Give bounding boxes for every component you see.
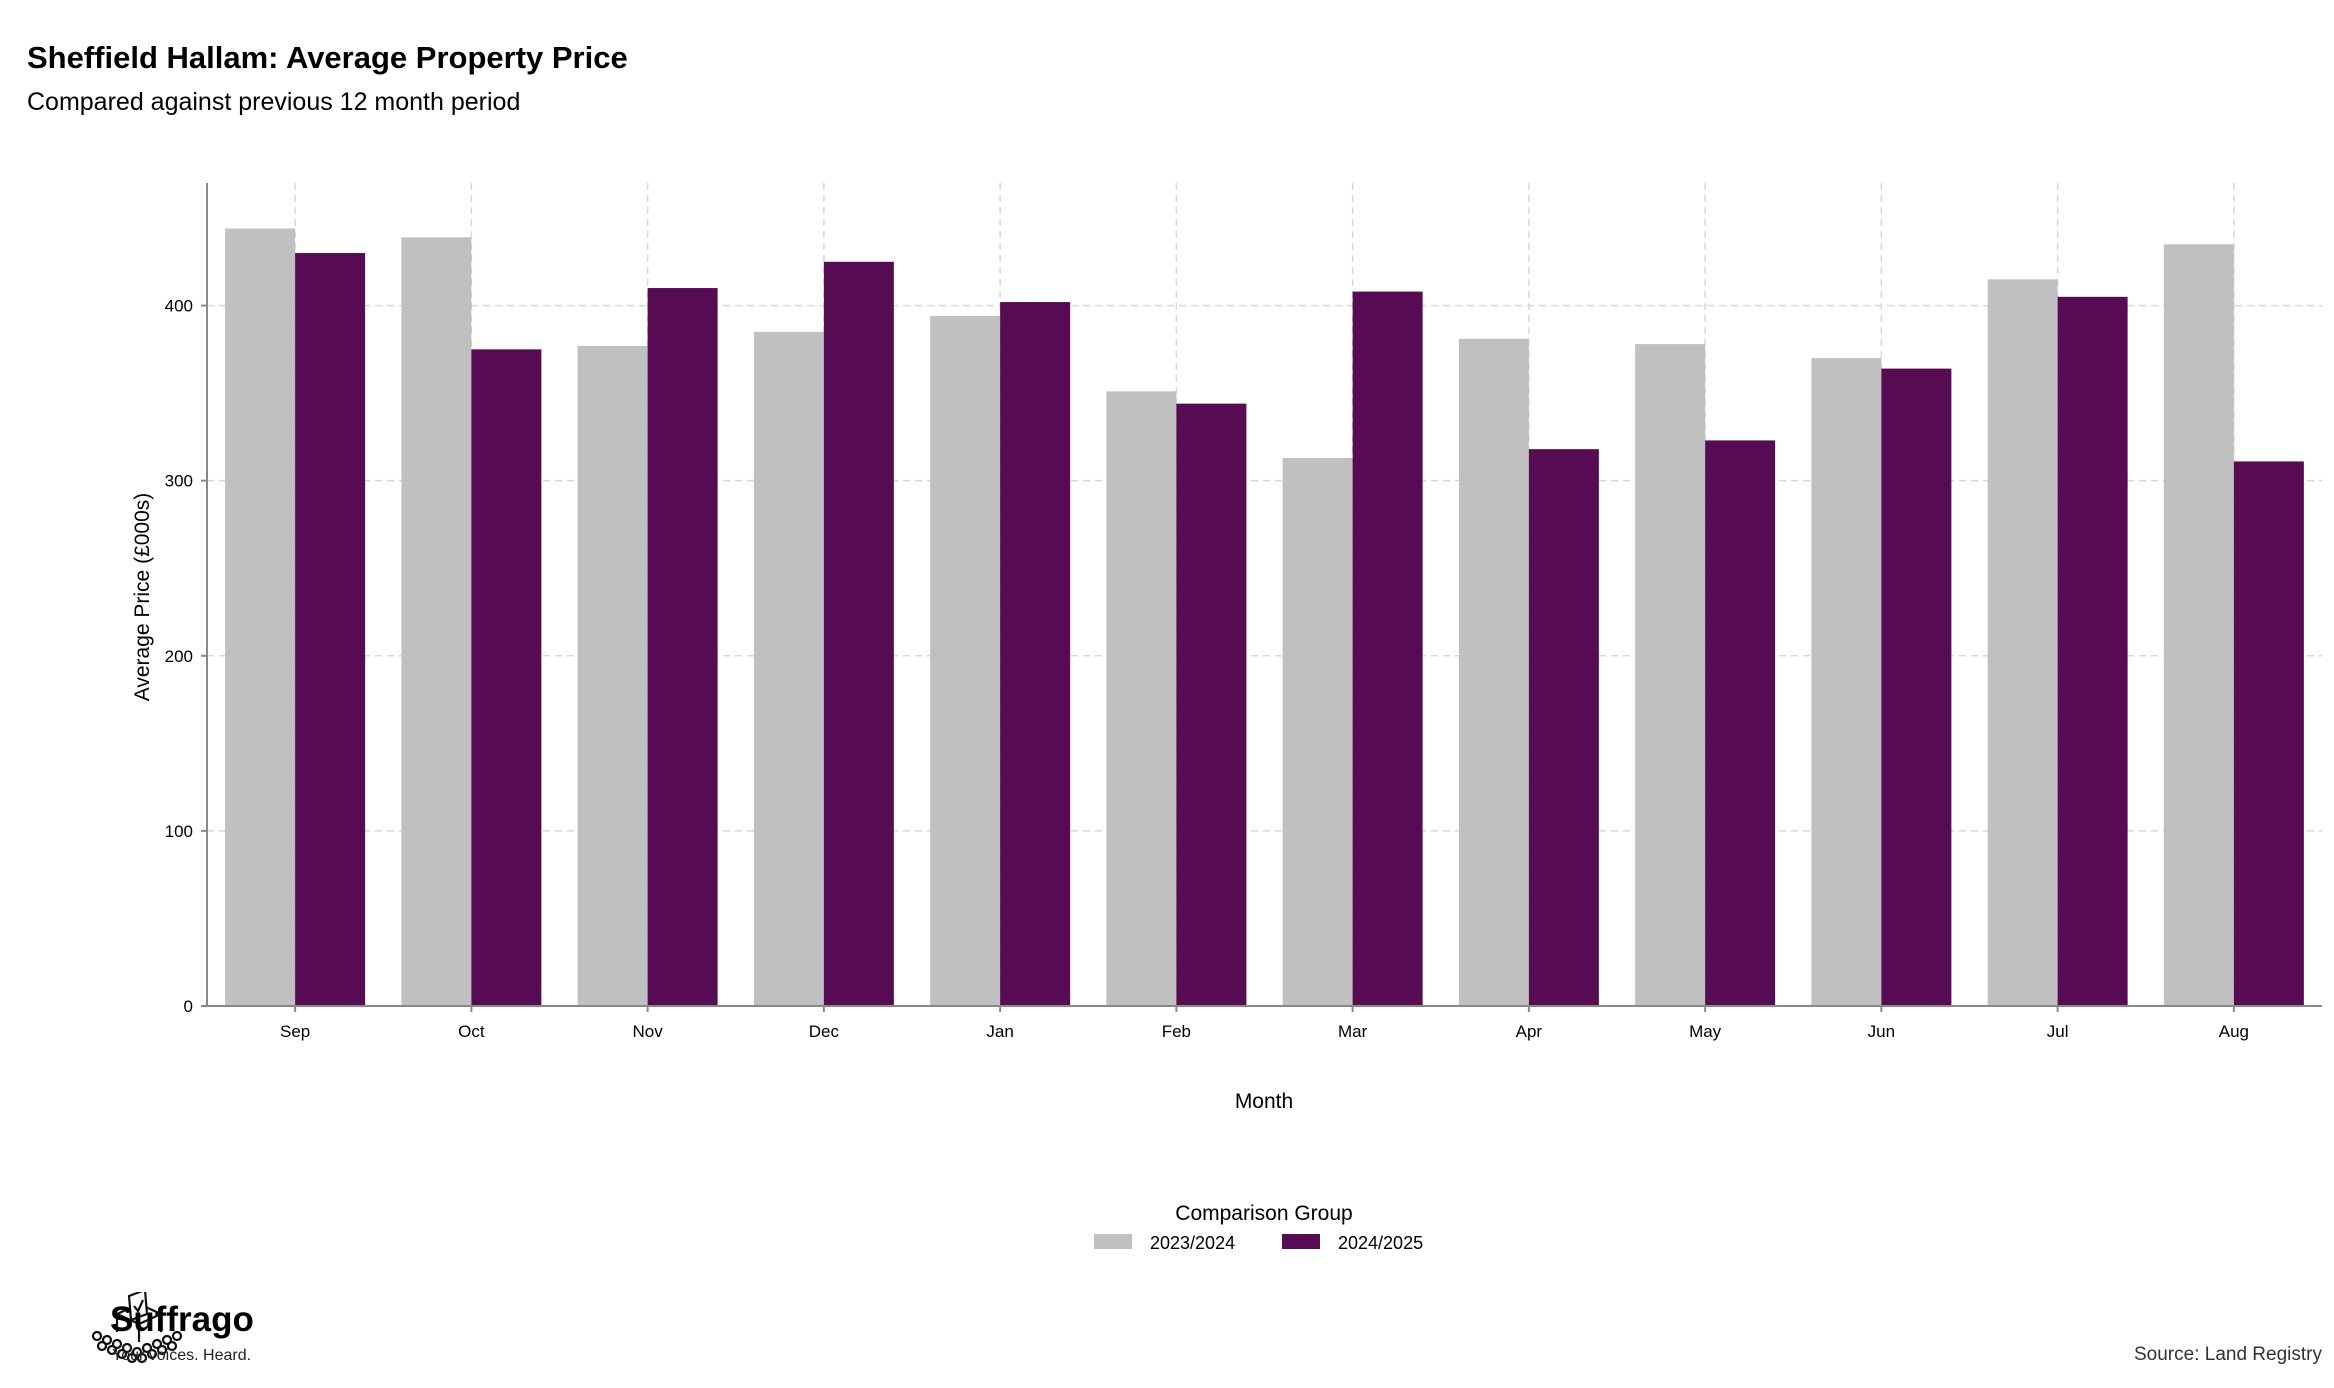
brand-name: Suffrago bbox=[110, 1300, 254, 1339]
x-tick-label: Feb bbox=[1162, 1022, 1191, 1041]
bar-aug-2024-2025 bbox=[2233, 461, 2304, 1006]
bar-feb-2024-2025 bbox=[1176, 403, 1247, 1006]
bar-jan-2023-2024 bbox=[930, 316, 1001, 1007]
bar-nov-2024-2025 bbox=[647, 288, 718, 1006]
x-tick-label: Apr bbox=[1516, 1022, 1543, 1041]
x-tick-label: Oct bbox=[458, 1022, 485, 1041]
bar-oct-2024-2025 bbox=[471, 349, 542, 1006]
x-tick-label: May bbox=[1689, 1022, 1722, 1041]
x-tick-label: Jan bbox=[986, 1022, 1013, 1041]
x-tick-label: Jun bbox=[1868, 1022, 1895, 1041]
bar-nov-2023-2024 bbox=[577, 345, 648, 1006]
y-tick-label: 200 bbox=[165, 647, 193, 666]
x-tick-label: Sep bbox=[280, 1022, 310, 1041]
legend-title: Comparison Group bbox=[1175, 1202, 1352, 1225]
chart-subtitle: Compared against previous 12 month perio… bbox=[27, 88, 521, 116]
bar-apr-2024-2025 bbox=[1528, 449, 1599, 1006]
legend-label: 2023/2024 bbox=[1150, 1233, 1235, 1253]
bar-sep-2024-2025 bbox=[295, 253, 366, 1007]
bar-jul-2024-2025 bbox=[2057, 296, 2128, 1006]
x-tick-label: Nov bbox=[633, 1022, 664, 1041]
bar-mar-2024-2025 bbox=[1352, 291, 1423, 1007]
chart-title: Sheffield Hallam: Average Property Price bbox=[27, 40, 628, 75]
bar-apr-2023-2024 bbox=[1458, 338, 1529, 1006]
source-note: Source: Land Registry bbox=[2134, 1344, 2322, 1365]
y-tick-label: 400 bbox=[165, 297, 193, 316]
ballot-box-icon bbox=[91, 1292, 183, 1364]
bar-sep-2023-2024 bbox=[225, 228, 296, 1007]
bar-dec-2023-2024 bbox=[753, 331, 824, 1006]
y-tick-label: 100 bbox=[165, 822, 193, 841]
x-tick-label: Aug bbox=[2219, 1022, 2249, 1041]
legend-swatch bbox=[1282, 1234, 1320, 1249]
bar-jan-2024-2025 bbox=[1000, 302, 1071, 1006]
y-tick-label: 300 bbox=[165, 472, 193, 491]
x-tick-label: Dec bbox=[809, 1022, 840, 1041]
y-tick-label: 0 bbox=[184, 997, 193, 1016]
legend-label: 2024/2025 bbox=[1338, 1233, 1423, 1253]
y-axis-label: Average Price (£000s) bbox=[131, 493, 154, 702]
brand-tagline: Your voices. Heard. bbox=[112, 1347, 252, 1364]
bar-dec-2024-2025 bbox=[823, 261, 894, 1007]
bar-aug-2023-2024 bbox=[2163, 244, 2234, 1006]
bar-jul-2023-2024 bbox=[1987, 279, 2058, 1007]
bar-jun-2023-2024 bbox=[1811, 358, 1882, 1006]
legend-swatch bbox=[1094, 1234, 1132, 1249]
x-axis-label: Month bbox=[1235, 1090, 1293, 1113]
bar-oct-2023-2024 bbox=[401, 237, 472, 1007]
bar-may-2024-2025 bbox=[1705, 440, 1776, 1006]
bar-jun-2024-2025 bbox=[1881, 368, 1952, 1006]
bar-feb-2023-2024 bbox=[1106, 391, 1177, 1006]
x-tick-label: Jul bbox=[2047, 1022, 2069, 1041]
x-tick-label: Mar bbox=[1338, 1022, 1368, 1041]
bar-may-2023-2024 bbox=[1635, 344, 1706, 1006]
bar-mar-2023-2024 bbox=[1282, 457, 1353, 1007]
